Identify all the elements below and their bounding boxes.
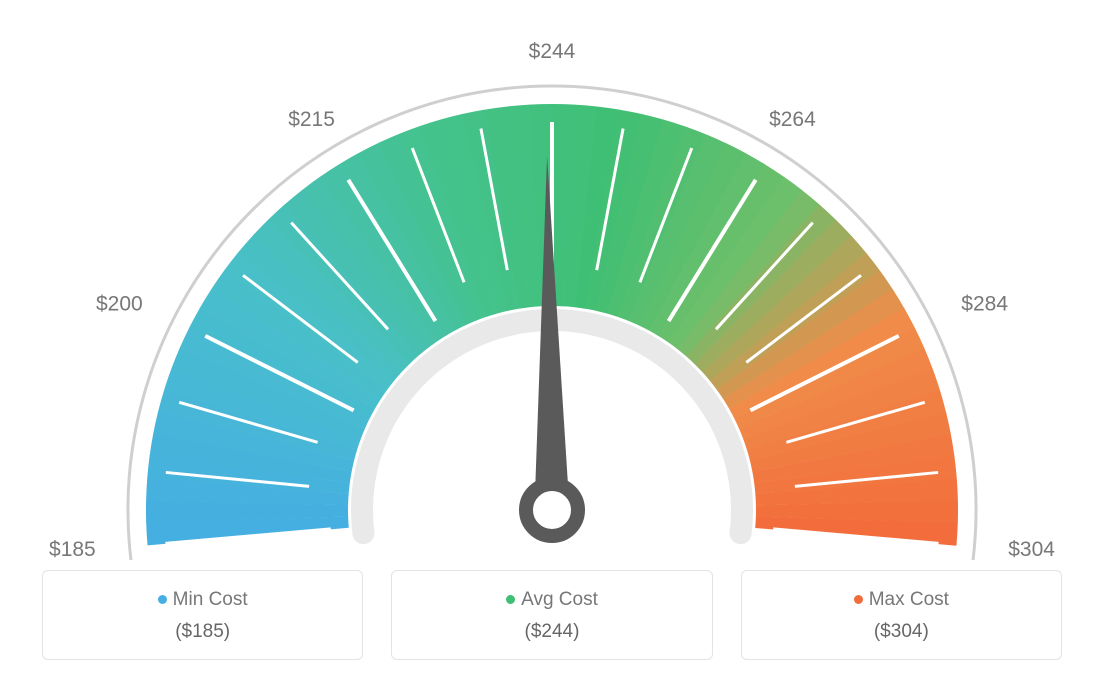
legend-card-max: Max Cost ($304) xyxy=(741,570,1062,660)
tick-label: $284 xyxy=(961,292,1008,315)
tick-label: $185 xyxy=(49,538,96,560)
legend-title-min-text: Min Cost xyxy=(173,589,248,610)
legend-card-min: Min Cost ($185) xyxy=(42,570,363,660)
legend-row: Min Cost ($185) Avg Cost ($244) Max Cost… xyxy=(42,570,1062,660)
gauge-svg: $185 $200 $215 $244 $264 $284 $304 xyxy=(0,0,1104,560)
legend-title-max: Max Cost xyxy=(752,589,1051,611)
legend-title-avg: Avg Cost xyxy=(402,589,701,611)
dot-max xyxy=(854,595,863,604)
dot-avg xyxy=(506,595,515,604)
legend-value-max: ($304) xyxy=(752,621,1051,643)
tick-label: $200 xyxy=(96,292,143,315)
legend-title-max-text: Max Cost xyxy=(869,589,949,610)
dot-min xyxy=(158,595,167,604)
legend-title-min: Min Cost xyxy=(53,589,352,611)
tick-label: $244 xyxy=(529,40,576,63)
cost-gauge-chart: $185 $200 $215 $244 $264 $284 $304 xyxy=(0,0,1104,560)
tick-label: $304 xyxy=(1008,538,1055,560)
legend-card-avg: Avg Cost ($244) xyxy=(391,570,712,660)
tick-label: $264 xyxy=(769,108,816,131)
legend-value-avg: ($244) xyxy=(402,621,701,643)
legend-title-avg-text: Avg Cost xyxy=(521,589,598,610)
legend-value-min: ($185) xyxy=(53,621,352,643)
tick-label: $215 xyxy=(288,108,335,131)
